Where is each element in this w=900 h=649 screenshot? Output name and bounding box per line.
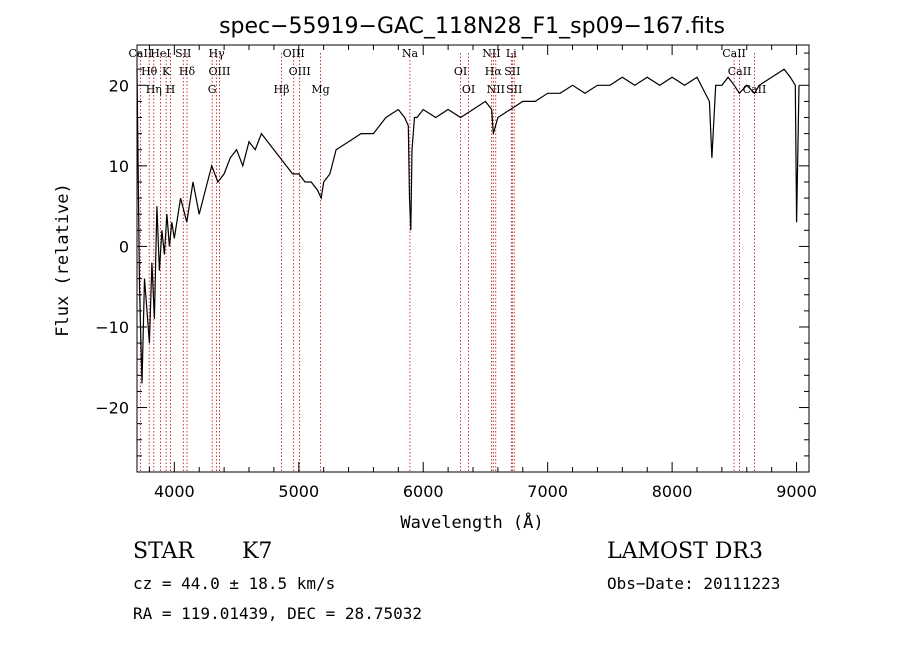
x-axis-label: Wavelength (Å) bbox=[400, 511, 543, 533]
spectral-line-label: Hδ bbox=[179, 65, 196, 78]
x-tick-label: 6000 bbox=[403, 482, 444, 501]
object-class: STAR bbox=[133, 539, 194, 564]
spectral-line-label: SII bbox=[506, 83, 522, 96]
x-tick-label: 7000 bbox=[527, 482, 568, 501]
spectral-line-label: Mg bbox=[311, 83, 329, 96]
spectral-line-label: Li bbox=[506, 47, 517, 60]
coordinates: RA = 119.01439, DEC = 28.75032 bbox=[133, 604, 422, 623]
spectral-line-label: Hα bbox=[485, 65, 503, 78]
x-axis-ticks: 4000 5000 6000 7000 8000 9000 bbox=[148, 45, 817, 501]
spectral-line-label: OI bbox=[462, 83, 475, 96]
spectral-line-label: Hγ bbox=[209, 47, 226, 60]
spectral-line-label: OIII bbox=[289, 65, 311, 78]
spectral-line-label: NII bbox=[482, 47, 500, 60]
x-tick-label: 5000 bbox=[278, 482, 319, 501]
redshift-velocity: cz = 44.0 ± 18.5 km/s bbox=[133, 574, 336, 593]
spectral-line-label: CaII bbox=[743, 83, 767, 96]
y-tick-label: 0 bbox=[119, 237, 129, 256]
spectral-line-label: OIII bbox=[208, 65, 230, 78]
spectral-line-label: H bbox=[166, 83, 176, 96]
x-tick-label: 9000 bbox=[776, 482, 817, 501]
spectral-line-label: SII bbox=[175, 47, 191, 60]
spectrum-series-line bbox=[136, 68, 800, 384]
y-tick-label: 20 bbox=[109, 76, 129, 95]
object-subclass: K7 bbox=[242, 539, 273, 564]
spectral-line-label: K bbox=[162, 65, 171, 78]
spectral-line-markers bbox=[139, 53, 755, 472]
spectral-line-label: OI bbox=[454, 65, 467, 78]
y-axis-ticks: −20 −10 0 10 20 bbox=[95, 52, 809, 457]
spectral-line-label: Hθ bbox=[141, 65, 158, 78]
spectral-line-label: CaII bbox=[728, 65, 752, 78]
spectral-line-label: G bbox=[208, 83, 217, 96]
spectral-line-label: Na bbox=[402, 47, 419, 60]
spectral-line-label: NII bbox=[487, 83, 505, 96]
spectral-line-label: CaII bbox=[722, 47, 746, 60]
chart-title: spec−55919−GAC_118N28_F1_sp09−167.fits bbox=[219, 14, 725, 39]
spectral-line-label: HeI bbox=[150, 47, 170, 60]
y-axis-label: Flux (relative) bbox=[53, 183, 73, 337]
observation-date: Obs−Date: 20111223 bbox=[607, 574, 781, 593]
spectral-line-label: OIII bbox=[283, 47, 305, 60]
x-tick-label: 8000 bbox=[652, 482, 693, 501]
survey-name: LAMOST DR3 bbox=[607, 539, 763, 564]
spectral-line-labels: CaIIHθHηHeIKHSIIHδGHγOIIIHβOIIIOIIIMgNaO… bbox=[129, 47, 767, 96]
spectral-line-label: Hβ bbox=[274, 83, 290, 96]
y-tick-label: 10 bbox=[109, 157, 129, 176]
spectral-line-label: Hη bbox=[146, 83, 162, 96]
y-tick-label: −10 bbox=[95, 318, 129, 337]
spectral-line-label: SII bbox=[504, 65, 520, 78]
x-tick-label: 4000 bbox=[154, 482, 195, 501]
y-tick-label: −20 bbox=[95, 399, 129, 418]
